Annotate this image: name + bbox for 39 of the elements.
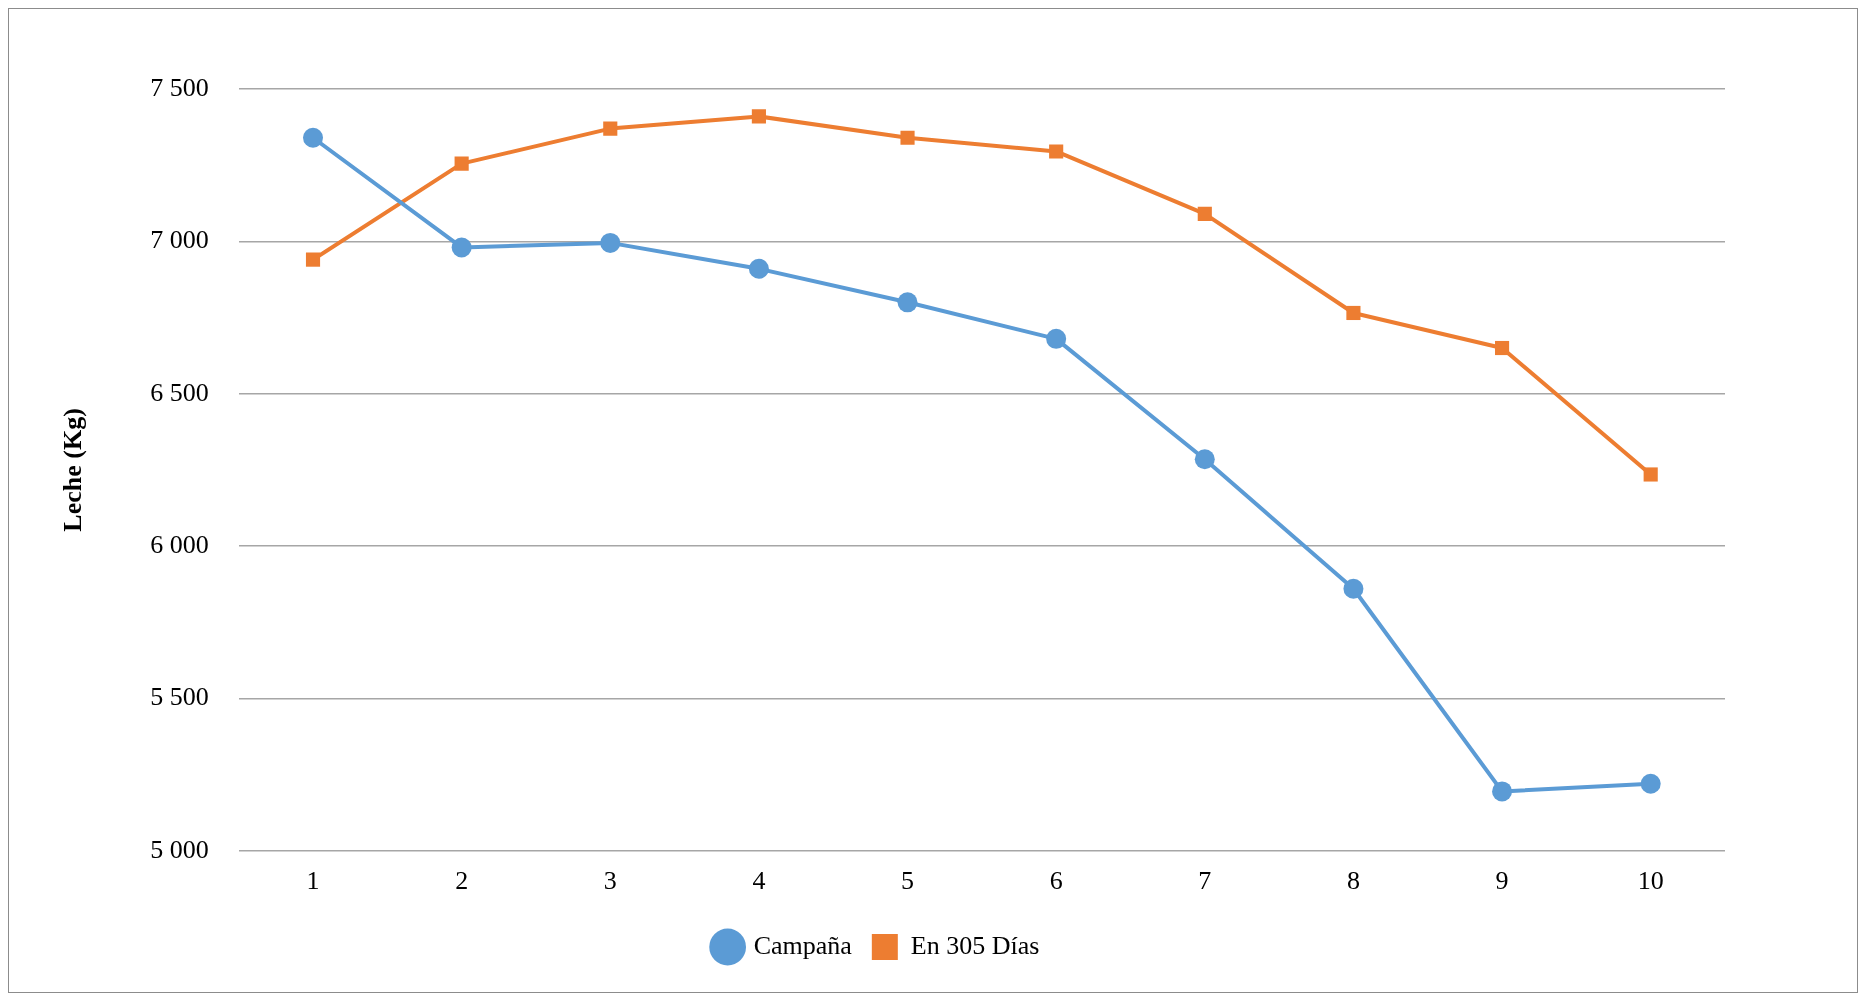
- point: [1346, 305, 1361, 321]
- x-tick-label: 9: [1495, 866, 1509, 896]
- point: [751, 109, 766, 124]
- point: [748, 258, 769, 279]
- point: [1343, 578, 1364, 599]
- point: [305, 252, 321, 267]
- x-tick-label: 4: [752, 866, 766, 896]
- point: [603, 121, 618, 136]
- legend-label: Campaña: [753, 930, 853, 960]
- y-tick-label: 5 500: [150, 682, 209, 712]
- x-tick-label: 7: [1198, 866, 1212, 896]
- point: [1640, 773, 1661, 794]
- point: [1494, 340, 1510, 356]
- y-tick-label: 6 500: [150, 377, 209, 407]
- point: [1194, 449, 1215, 470]
- x-tick-label: 8: [1346, 866, 1360, 896]
- point: [303, 127, 324, 148]
- x-tick-label: 5: [901, 866, 915, 896]
- x-tick-label: 1: [306, 866, 320, 896]
- y-tick-label: 5 000: [150, 834, 209, 864]
- point: [454, 156, 469, 171]
- y-tick-label: 6 000: [150, 529, 209, 559]
- point: [451, 237, 472, 258]
- x-tick-label: 2: [455, 866, 469, 896]
- x-tick-label: 6: [1049, 866, 1063, 896]
- y-tick-label: 7 500: [150, 72, 209, 102]
- x-tick-label: 3: [603, 866, 617, 896]
- y-tick-label: 7 000: [150, 225, 209, 255]
- point: [897, 292, 918, 313]
- legend-label: En 305 Días: [910, 930, 1040, 960]
- x-tick-label: 10: [1637, 866, 1664, 896]
- point: [1197, 206, 1212, 222]
- point: [1643, 467, 1658, 482]
- y-axis-title: Leche (Kg): [58, 408, 88, 532]
- point: [900, 130, 915, 145]
- point: [1492, 781, 1513, 802]
- point: [1049, 144, 1064, 159]
- point: [1046, 328, 1067, 349]
- point: [600, 232, 621, 253]
